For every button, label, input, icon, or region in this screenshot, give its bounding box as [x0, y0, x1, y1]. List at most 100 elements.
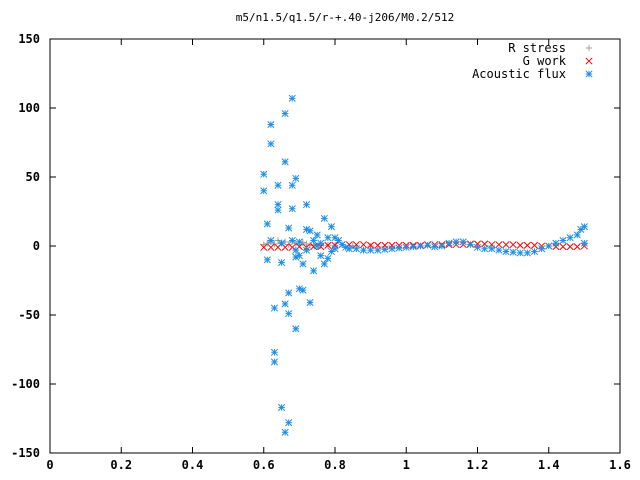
data-point — [270, 348, 278, 356]
data-point — [267, 236, 275, 245]
data-point — [299, 260, 307, 268]
data-point — [288, 243, 296, 251]
data-point — [445, 239, 453, 247]
y-tick-label: 100 — [18, 101, 40, 115]
chart-title: m5/n1.5/q1.5/r-+.40-j206/M0.2/512 — [236, 11, 455, 24]
data-point — [324, 254, 332, 262]
data-point — [459, 238, 467, 246]
y-tick-label: 50 — [26, 170, 40, 184]
y-tick-label: -150 — [11, 446, 40, 460]
data-point — [495, 246, 503, 254]
data-point — [285, 310, 293, 318]
data-point — [559, 243, 567, 251]
data-point — [263, 220, 271, 228]
data-point — [263, 256, 271, 264]
data-point — [310, 267, 318, 275]
data-point — [295, 252, 303, 260]
data-point — [320, 214, 328, 222]
data-point — [516, 241, 524, 249]
data-point — [299, 239, 307, 246]
axes: 0 0.2 0.4 0.6 0.8 1 1.2 1.4 1.6 150 100 50 0 -50 -100 -… — [11, 32, 631, 472]
data-point — [324, 241, 332, 249]
data-point — [324, 234, 332, 242]
data-point — [292, 325, 300, 333]
data-point — [331, 245, 339, 253]
data-point — [292, 246, 300, 254]
data-point — [580, 239, 588, 247]
data-point — [285, 241, 292, 248]
data-point — [566, 243, 574, 251]
data-point — [573, 243, 581, 251]
y-tick-label: 150 — [18, 32, 40, 46]
legend-label: R stress — [508, 41, 566, 55]
data-point — [530, 241, 539, 249]
data-point — [274, 237, 282, 244]
data-point — [320, 260, 328, 268]
data-point — [331, 241, 339, 249]
data-point — [381, 245, 389, 254]
data-point — [302, 246, 311, 254]
data-point — [278, 259, 286, 267]
data-point — [271, 240, 278, 248]
data-point — [395, 244, 403, 252]
data-point — [270, 304, 278, 312]
x-tick-label: 0.8 — [324, 458, 346, 472]
data-point — [327, 223, 335, 231]
data-point — [388, 241, 396, 249]
data-point — [530, 247, 539, 256]
data-point — [509, 248, 517, 256]
data-point — [306, 227, 314, 235]
data-point — [274, 181, 282, 189]
data-point — [267, 121, 275, 129]
data-point — [278, 239, 286, 247]
data-point — [303, 240, 310, 248]
data-point — [367, 246, 375, 254]
y-tick-label: -100 — [11, 377, 40, 391]
data-point — [438, 242, 446, 250]
x-tick-label: 0 — [46, 458, 53, 472]
x-tick-label: 0.4 — [182, 458, 204, 472]
data-point — [473, 243, 482, 251]
data-point — [345, 245, 353, 253]
data-point — [270, 358, 278, 366]
data-point — [264, 240, 271, 247]
data-point — [295, 238, 303, 246]
data-point — [281, 158, 289, 166]
data-point — [577, 225, 585, 233]
x-tick-label: 1.4 — [538, 458, 560, 472]
data-point — [288, 181, 296, 189]
data-point — [281, 300, 289, 308]
data-point — [359, 246, 368, 254]
x-tick-label: 1 — [403, 458, 410, 472]
data-point — [523, 249, 531, 257]
data-point — [495, 241, 503, 249]
data-point — [580, 223, 588, 231]
data-point — [302, 201, 311, 209]
data-point — [327, 247, 335, 256]
data-point — [285, 419, 293, 427]
data-point — [285, 224, 293, 232]
x-tick-label: 0.6 — [253, 458, 275, 472]
data-point — [285, 289, 293, 297]
data-point — [278, 403, 286, 412]
data-point — [267, 243, 275, 251]
legend-label: Acoustic flux — [472, 67, 566, 81]
data-point — [292, 174, 300, 182]
data-point — [313, 231, 321, 239]
data-point — [416, 242, 425, 250]
y-tick-label: 0 — [33, 239, 40, 253]
x-tick-label: 1.6 — [609, 458, 631, 472]
data-series — [260, 94, 588, 436]
data-point — [281, 428, 289, 436]
data-point — [267, 140, 275, 148]
data-point — [260, 243, 268, 251]
data-point — [338, 241, 346, 249]
data-point — [402, 243, 410, 251]
data-point — [260, 170, 268, 178]
data-point — [466, 241, 474, 249]
data-point — [352, 245, 360, 253]
data-point — [359, 241, 368, 249]
